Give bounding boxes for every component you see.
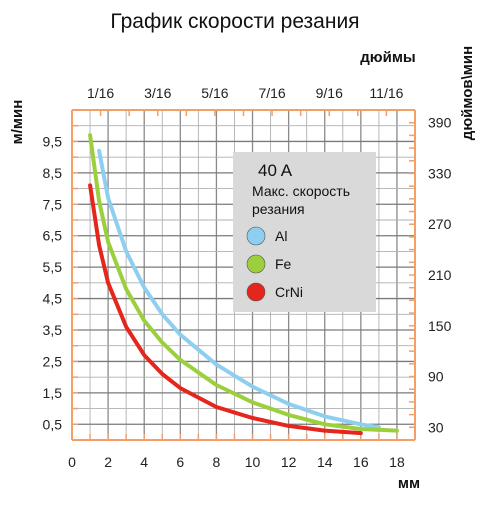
y-tick-label: 6,5 bbox=[43, 228, 63, 244]
x2-tick-label: 3/16 bbox=[144, 85, 171, 101]
y2-tick-label: 90 bbox=[428, 369, 444, 385]
y-tick-label: 4,5 bbox=[43, 291, 63, 307]
x-tick-label: 14 bbox=[317, 454, 333, 470]
x2-tick-label: 9/16 bbox=[316, 85, 343, 101]
x-tick-label: 6 bbox=[176, 454, 184, 470]
legend: 40 A Макс. скорость резания Al Fe CrNi bbox=[233, 152, 376, 312]
y-tick-label: 0,5 bbox=[43, 416, 63, 432]
y-tick-label: 5,5 bbox=[43, 259, 63, 275]
x2-tick-label: 1/16 bbox=[87, 85, 114, 101]
legend-marker-al bbox=[246, 226, 266, 246]
y2-axis-title: дюймов\мин bbox=[459, 46, 476, 140]
y-tick-label: 2,5 bbox=[43, 353, 63, 369]
x-tick-label: 10 bbox=[245, 454, 261, 470]
legend-title: 40 A bbox=[258, 161, 293, 180]
x-tick-label: 12 bbox=[281, 454, 297, 470]
y2-tick-label: 390 bbox=[428, 115, 452, 131]
legend-label-al: Al bbox=[275, 228, 287, 244]
legend-subtitle-line: резания bbox=[252, 201, 305, 217]
x-tick-label: 2 bbox=[104, 454, 112, 470]
legend-label-crni: CrNi bbox=[275, 284, 303, 300]
legend-marker-fe bbox=[246, 254, 266, 274]
legend-label-fe: Fe bbox=[275, 256, 292, 272]
series-lines bbox=[88, 133, 399, 436]
series-line-fe bbox=[88, 133, 399, 433]
y-tick-label: 8,5 bbox=[43, 165, 63, 181]
chart-title: График скорости резания bbox=[110, 10, 360, 33]
x2-tick-label: 11/16 bbox=[369, 85, 403, 101]
x-tick-label: 18 bbox=[389, 454, 405, 470]
tick-labels: 0 2 4 6 8 10 12 14 16 18 1/16 3/16 5/16 7/16 9/16 11/16… bbox=[9, 46, 476, 492]
y-tick-label: 1,5 bbox=[43, 385, 63, 401]
series-line-al bbox=[97, 148, 381, 430]
y2-tick-label: 210 bbox=[428, 267, 452, 283]
y2-tick-label: 270 bbox=[428, 216, 452, 232]
series-line-crni bbox=[88, 183, 363, 436]
x-tick-label: 0 bbox=[68, 454, 76, 470]
y2-tick-label: 30 bbox=[428, 419, 444, 435]
x-tick-label: 4 bbox=[140, 454, 148, 470]
y-tick-label: 7,5 bbox=[43, 196, 63, 212]
y2-tick-label: 330 bbox=[428, 165, 452, 181]
x2-tick-label: 7/16 bbox=[258, 85, 285, 101]
legend-subtitle-line: Макс. скорость bbox=[252, 183, 350, 199]
x-axis-title: мм bbox=[398, 475, 420, 492]
y-tick-label: 3,5 bbox=[43, 322, 63, 338]
axes bbox=[71, 109, 416, 441]
legend-marker-crni bbox=[246, 282, 266, 302]
y-axis-title: м/мин bbox=[9, 100, 26, 145]
y-tick-label: 9,5 bbox=[43, 133, 63, 149]
x2-tick-label: 5/16 bbox=[201, 85, 228, 101]
x2-axis-title: дюймы bbox=[360, 49, 415, 66]
x-tick-label: 16 bbox=[353, 454, 369, 470]
x-tick-label: 8 bbox=[213, 454, 221, 470]
y2-tick-label: 150 bbox=[428, 318, 452, 334]
